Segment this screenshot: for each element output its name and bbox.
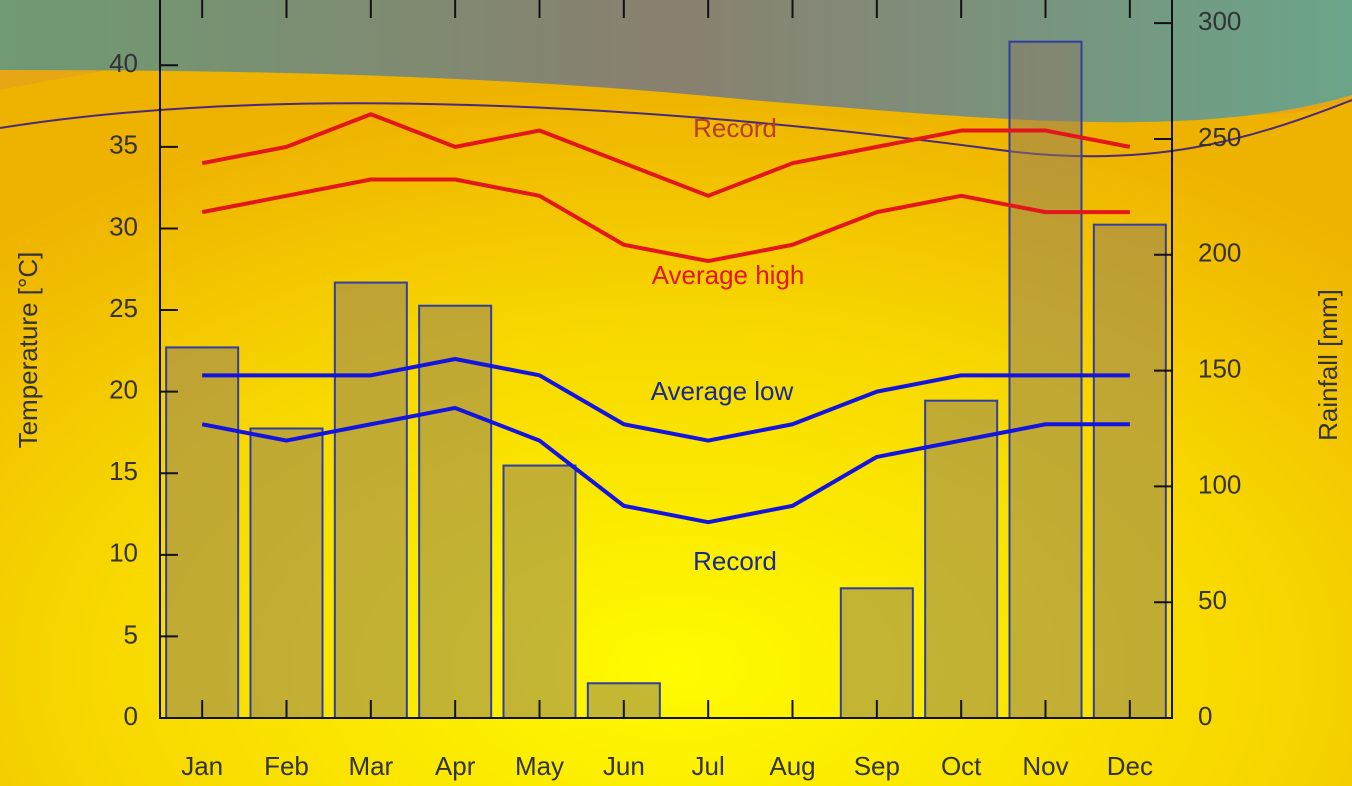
rain-bar bbox=[1092, 223, 1167, 719]
rain-bar bbox=[839, 587, 914, 719]
temperature-line bbox=[201, 405, 1130, 525]
line-label: Record bbox=[693, 113, 777, 143]
rain-bar bbox=[502, 464, 577, 719]
line-label: Average low bbox=[651, 376, 794, 406]
x-tick-label: Apr bbox=[435, 751, 476, 781]
y-tick-label: 0 bbox=[124, 701, 138, 731]
x-tick-label: Jun bbox=[603, 751, 645, 781]
y-tick-label: 35 bbox=[109, 130, 138, 160]
rain-bar bbox=[333, 281, 408, 719]
line-label: Record bbox=[693, 546, 777, 576]
x-tick-label: Jan bbox=[181, 751, 223, 781]
x-tick-label: Dec bbox=[1107, 751, 1153, 781]
y2-tick-label: 250 bbox=[1198, 122, 1241, 152]
temperature-line bbox=[201, 112, 1131, 198]
plot-frame bbox=[159, 0, 1173, 719]
temperature-line bbox=[201, 177, 1130, 264]
x-tick-label: May bbox=[515, 751, 564, 781]
x-tick-label: Jul bbox=[692, 751, 725, 781]
rain-bar bbox=[165, 346, 240, 719]
plot: 0 5 10 15 20 25 30 35 40 0 50 100 150 200 250 300 Jan Feb… bbox=[109, 0, 1241, 781]
swoosh-line bbox=[0, 99, 1352, 158]
y-tick-label: 25 bbox=[109, 293, 138, 323]
x-tick-label: Feb bbox=[264, 751, 309, 781]
y2-tick-label: 300 bbox=[1198, 6, 1241, 36]
y-tick-label: 10 bbox=[109, 538, 138, 568]
rain-bar bbox=[418, 304, 493, 719]
rain-bar bbox=[1008, 40, 1083, 720]
y2-axis-title: Rainfall [mm] bbox=[1313, 289, 1343, 441]
y2-tick-label: 100 bbox=[1198, 469, 1241, 499]
x-tick-label: Sep bbox=[854, 751, 900, 781]
y-axis-title: Temperature [°C] bbox=[13, 252, 43, 449]
y-tick-label: 20 bbox=[109, 375, 138, 405]
y2-tick-label: 50 bbox=[1198, 585, 1227, 615]
x-tick-label: Nov bbox=[1022, 751, 1068, 781]
x-tick-label: Oct bbox=[941, 751, 982, 781]
line-label: Average high bbox=[652, 260, 805, 290]
y2-tick-label: 200 bbox=[1198, 238, 1241, 268]
rain-bar bbox=[249, 427, 324, 719]
y-tick-label: 40 bbox=[109, 48, 138, 78]
y-tick-label: 30 bbox=[109, 211, 138, 241]
y2-tick-label: 0 bbox=[1198, 701, 1212, 731]
rain-bar bbox=[924, 399, 999, 719]
x-tick-label: Aug bbox=[769, 751, 815, 781]
x-tick-label: Mar bbox=[348, 751, 393, 781]
temperature-line bbox=[202, 357, 1130, 443]
y-tick-label: 15 bbox=[109, 456, 138, 486]
y2-tick-label: 150 bbox=[1198, 353, 1241, 383]
y-tick-label: 5 bbox=[124, 619, 138, 649]
